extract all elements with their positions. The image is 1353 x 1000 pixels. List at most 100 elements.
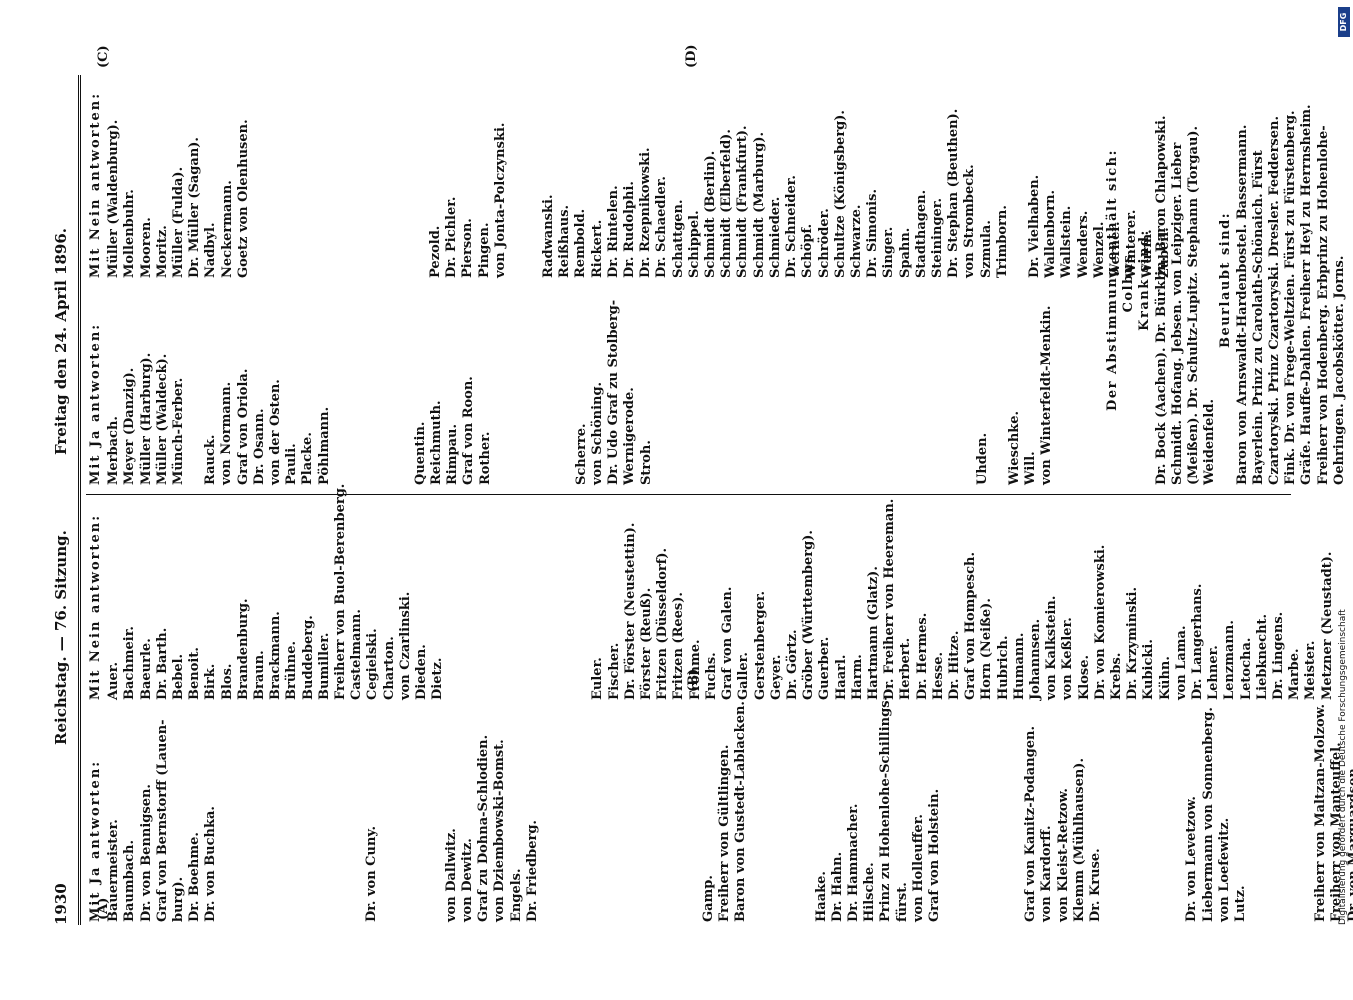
member-name: fürst.: [894, 882, 910, 922]
member-name: Rauck.: [203, 434, 219, 485]
member-name: Will.: [1023, 451, 1039, 485]
yes-column-right: Mit Ja antworten: Merbach. Meyer (Danzig)…: [88, 280, 1056, 485]
spacer: [558, 500, 574, 700]
member-name: Förster (Reuß).: [639, 587, 655, 700]
member-name: Gamp.: [701, 875, 717, 922]
dfg-logo: DFG: [1338, 7, 1350, 37]
member-name: Pöhlmann.: [316, 406, 332, 485]
spacer: [541, 712, 557, 922]
member-name: Dr. Hermes.: [914, 612, 930, 700]
member-name: Moritz.: [154, 225, 170, 278]
spacer: [798, 712, 814, 922]
member-name: Wallstein.: [1059, 205, 1075, 278]
member-name: Dr. von Levetzow.: [1184, 796, 1200, 922]
member-name: Fritzen (Düsseldorf).: [655, 547, 671, 700]
member-name: von Winterfeldt-Menkin.: [1039, 305, 1055, 485]
member-name: Freiherr von Buol-Berenberg.: [333, 483, 349, 700]
header-rule: [78, 75, 81, 925]
member-name: Hartmann (Glatz).: [865, 566, 881, 700]
member-name: Graf von Bernstorff (Lauen-: [154, 719, 170, 922]
member-name: Wenders.: [1075, 210, 1091, 278]
member-name: Engels.: [508, 868, 524, 922]
spacer: [1104, 712, 1120, 922]
spacer: [494, 500, 510, 700]
member-name: Hilsche.: [862, 862, 878, 922]
spacer: [751, 280, 767, 485]
yes-column-left: Mit Ja antworten: Bauermeister. Baumbach.…: [88, 695, 1353, 922]
member-name: Dieden.: [414, 644, 430, 700]
member-name: Scherre.: [573, 423, 589, 485]
spacer: [236, 712, 252, 922]
spacer: [284, 53, 300, 278]
member-name: Schmieder.: [767, 196, 783, 278]
member-name: Dr. Rzepnikowski.: [638, 147, 654, 278]
member-name: Fischer.: [606, 642, 622, 700]
member-name: Dr. Hammacher.: [846, 803, 862, 922]
spacer: [412, 53, 428, 278]
member-name: Hubrich.: [995, 635, 1011, 700]
spacer: [381, 280, 397, 485]
member-name: von Schöning.: [590, 381, 606, 485]
spacer: [316, 53, 332, 278]
spacer: [348, 53, 364, 278]
member-name: Reißhaus.: [557, 204, 573, 278]
member-name: Graf von Galen.: [720, 586, 736, 700]
member-name: Schmidt (Frankfurt).: [735, 125, 751, 278]
member-name: Pauli.: [284, 443, 300, 485]
member-name: Benoit.: [187, 647, 203, 700]
page-number: 1930: [52, 883, 70, 925]
member-name: Dr. Vielhaben.: [1026, 174, 1042, 278]
member-name: Graf von Kanitz-Podangen.: [1023, 726, 1039, 922]
spacer: [1297, 712, 1313, 922]
member-name: Dr. Rudolphi.: [622, 181, 638, 278]
member-name: Graf von Holstein.: [927, 788, 943, 922]
member-name: Brandenburg.: [235, 598, 251, 700]
member-name: Graf von Hompesch.: [963, 552, 979, 700]
member-name: Galler.: [736, 652, 752, 700]
member-name: Dr. Freiherr von Heereman.: [882, 498, 898, 700]
member-name: von Dziembowski-Bomst.: [492, 739, 508, 922]
spacer: [396, 53, 412, 278]
spacer: [557, 712, 573, 922]
member-name: Wieschke.: [1007, 410, 1023, 485]
member-name: Dr. Müller (Sagan).: [187, 137, 203, 278]
member-name: Bebel.: [171, 653, 187, 700]
member-name: Dr. Simonis.: [865, 189, 881, 278]
member-name: Liebknecht.: [1254, 613, 1270, 700]
member-name: Geyer.: [768, 654, 784, 700]
member-name: Placke.: [300, 432, 316, 485]
member-name: von Normann.: [219, 381, 235, 485]
member-name: Fritzen (Rees).: [671, 592, 687, 700]
member-name: Merbach.: [106, 416, 122, 485]
spacer: [268, 712, 284, 922]
spacer: [478, 500, 494, 700]
spacer: [542, 500, 558, 700]
spacer: [252, 53, 268, 278]
spacer: [574, 500, 590, 700]
member-name: Meyer (Danzig).: [122, 367, 138, 485]
spacer: [316, 712, 332, 922]
spacer: [735, 280, 751, 485]
abstain-names: Colbus.: [1121, 247, 1137, 313]
member-name: Müller (Waldeck).: [154, 353, 170, 485]
spacer: [509, 53, 525, 278]
spacer: [300, 53, 316, 278]
member-name: Schmidt (Elberfeld).: [719, 129, 735, 278]
member-name: Quentin.: [412, 421, 428, 485]
member-name: Graf von Oriola.: [235, 368, 251, 485]
spacer: [655, 280, 671, 485]
spacer: [1136, 712, 1152, 922]
spacer: [268, 53, 284, 278]
member-name: Freiherr von Gültlingen.: [717, 744, 733, 922]
spacer: [685, 712, 701, 922]
member-name: Prinz zu Hohenlohe-Schillings-: [878, 695, 894, 922]
member-name: Krebs.: [1108, 652, 1124, 700]
member-name: burg).: [171, 876, 187, 922]
member-name: Dr. Schaedler.: [654, 176, 670, 278]
member-name: Kühn.: [1157, 656, 1173, 700]
member-name: Radwanski.: [541, 194, 557, 278]
member-name: Trimborn.: [994, 205, 1010, 278]
spacer: [1152, 712, 1168, 922]
spacer: [975, 712, 991, 922]
spacer: [621, 712, 637, 922]
